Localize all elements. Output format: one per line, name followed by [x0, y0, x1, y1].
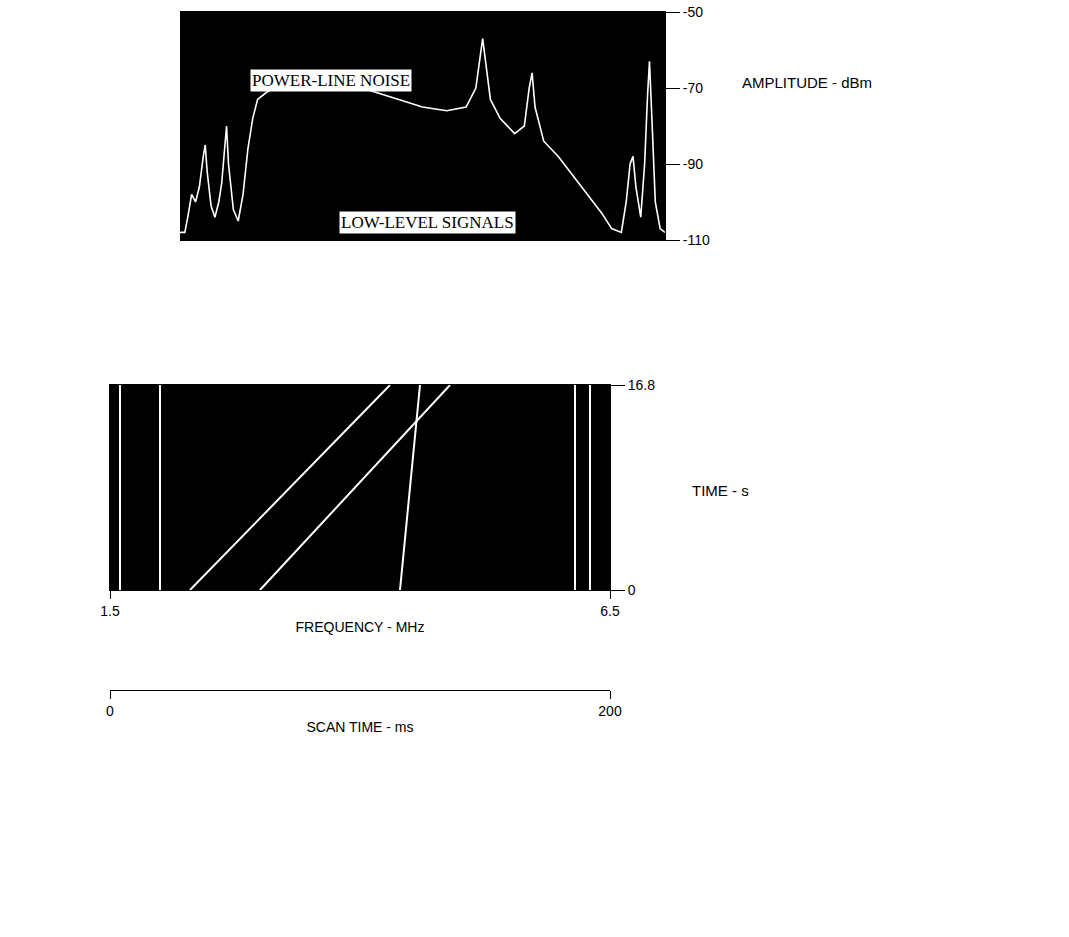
svg-text:SCAN TIME - ms: SCAN TIME - ms [306, 719, 413, 735]
svg-text:FREQUENCY - MHz: FREQUENCY - MHz [296, 619, 425, 635]
svg-text:0: 0 [628, 582, 636, 598]
svg-text:200: 200 [598, 703, 622, 719]
svg-text:-50: -50 [683, 4, 703, 20]
svg-text:-70: -70 [683, 80, 703, 96]
svg-text:16.8: 16.8 [628, 377, 655, 393]
svg-text:-90: -90 [683, 156, 703, 172]
svg-text:6.5: 6.5 [600, 603, 620, 619]
svg-text:0: 0 [106, 703, 114, 719]
svg-text:POWER-LINE NOISE: POWER-LINE NOISE [252, 71, 410, 90]
svg-text:LOW-LEVEL SIGNALS: LOW-LEVEL SIGNALS [341, 213, 514, 232]
svg-text:1.5: 1.5 [100, 603, 120, 619]
svg-text:AMPLITUDE - dBm: AMPLITUDE - dBm [742, 74, 872, 91]
svg-text:TIME - s: TIME - s [692, 482, 749, 499]
svg-text:-110: -110 [683, 232, 710, 248]
